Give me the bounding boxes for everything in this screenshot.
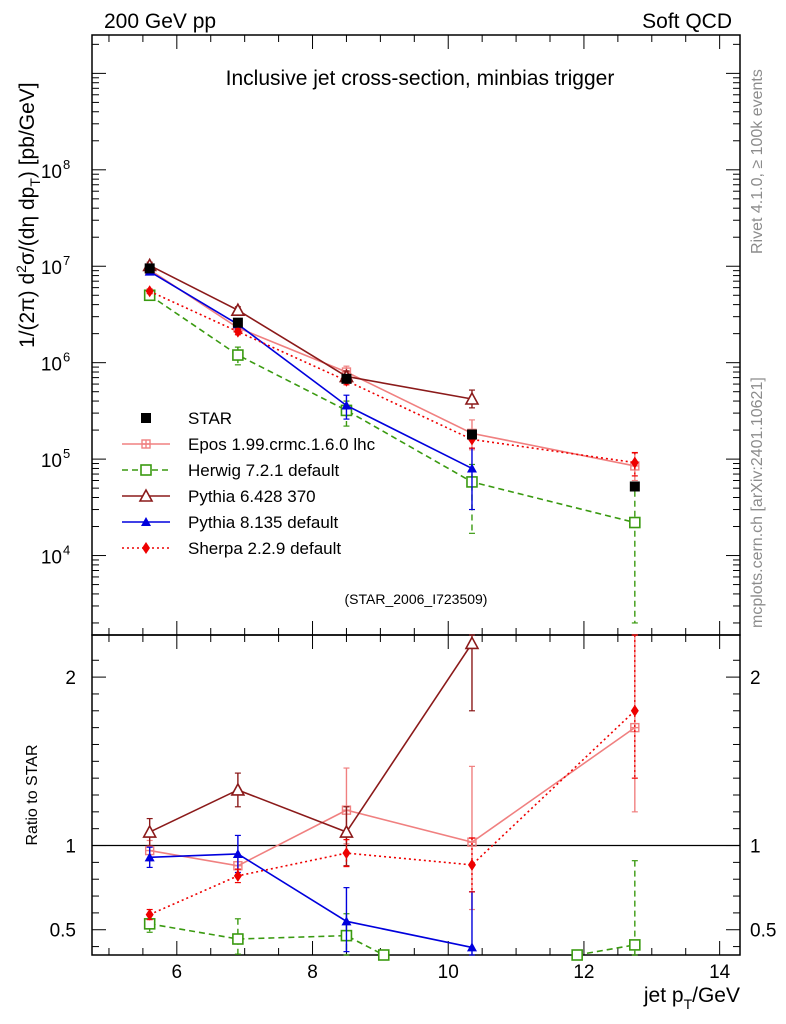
herwig-7-2-1-default-point (629, 516, 641, 529)
y-tick-exponent: 6 (63, 350, 70, 365)
pythia-8-135-default-point (466, 463, 477, 473)
ratio-pythia-6-428-370-point (464, 635, 480, 650)
legend-pythia-8-135-default-marker (141, 517, 151, 526)
ratio-sherpa-2-2-9-default-point (233, 869, 242, 882)
y-tick-label: 10 (41, 258, 62, 279)
main-y-axis-label: 1/(2π) d2σ/(dη dpT) [pb/GeV] (13, 82, 43, 348)
pythia-6-428-370-point (230, 302, 246, 317)
star-data-point (341, 373, 352, 384)
legend-pythia-6-428-370-marker (138, 488, 154, 502)
legend-star-label: STAR (188, 409, 232, 428)
ratio-plot-frame (91, 634, 741, 956)
analysis-tag: (STAR_2006_I723509) (345, 591, 488, 607)
ratio-pythia-8-135-default-point (232, 848, 243, 858)
y-tick-label: 10 (41, 162, 62, 183)
ratio-sherpa-2-2-9-default-point (342, 847, 351, 860)
star-data-point (466, 429, 477, 440)
legend-pythia-8-135-default-label: Pythia 8.135 default (188, 513, 339, 532)
ratio-pythia-8-135-default-point (341, 916, 352, 926)
y-tick-exponent: 8 (63, 157, 70, 172)
star-data-point (144, 263, 155, 274)
y-tick-label: 10 (41, 548, 62, 569)
ratio-pythia-8-135-default-point (466, 942, 477, 952)
mcplots-label: mcplots.cern.ch [arXiv:2401.10621] (749, 377, 766, 628)
sherpa-2-2-9-default-point (145, 285, 154, 298)
legend-epos-1-99-crmc-1-6-0-lhc-label: Epos 1.99.crmc.1.6.0 lhc (188, 435, 376, 454)
plot-title: Inclusive jet cross-section, minbias tri… (226, 67, 615, 90)
ratio-herwig-7-2-1-default-point (232, 933, 244, 945)
y-tick-exponent: 4 (63, 543, 70, 558)
header-right-label: Soft QCD (642, 10, 732, 33)
ratio-pythia-6-428-370-point (230, 782, 246, 796)
herwig-7-2-1-default-point (232, 349, 244, 361)
herwig-7-2-1-default-line (149, 294, 636, 524)
x-axis-label: jet pT/GeV (643, 984, 740, 1012)
ratio-sherpa-2-2-9-default-line (149, 710, 636, 916)
sherpa-2-2-9-default-point (233, 325, 242, 338)
ratio-pythia-6-428-370-line (149, 642, 473, 834)
header-left-label: 200 GeV pp (104, 10, 216, 33)
x-tick-label: 6 (172, 962, 183, 983)
ratio-y-tick-label-left: 0.5 (50, 921, 76, 942)
ratio-y-axis-label: Ratio to STAR (24, 744, 41, 845)
legend: STAR Epos 1.99.crmc.1.6.0 lhc Herwig 7.2.1… (122, 409, 376, 558)
ratio-pythia-6-428-370-point (142, 824, 158, 838)
ratio-plot-area (142, 634, 641, 961)
ratio-sherpa-2-2-9-default-point (145, 908, 154, 921)
ratio-sherpa-2-2-9-default-point (630, 704, 639, 717)
rivet-version-label: Rivet 4.1.0, ≥ 100k events (749, 69, 766, 254)
legend-sherpa-2-2-9-default-label: Sherpa 2.2.9 default (188, 539, 341, 558)
ratio-y-tick-label-right: 0.5 (750, 921, 776, 942)
x-tick-label: 10 (438, 962, 459, 983)
y-tick-label: 10 (41, 451, 62, 472)
ratio-y-tick-label-right: 2 (750, 668, 761, 689)
legend-herwig-7-2-1-default-label: Herwig 7.2.1 default (188, 461, 339, 480)
ratio-axes: 6 8 10 12 140.5 0.51 12 2 (50, 635, 776, 983)
y-tick-exponent: 5 (63, 446, 70, 461)
ratio-y-tick-label-left: 1 (65, 837, 76, 858)
pythia6-extension-point (464, 391, 480, 405)
pythia-8-135-default-line (149, 270, 473, 470)
y-tick-label: 10 (41, 355, 62, 376)
ratio-herwig-7-2-1-default-point (377, 949, 390, 961)
ratio-pythia-6-428-370-point (339, 824, 354, 838)
main-plot-area (142, 257, 641, 624)
star-data-point (629, 481, 640, 492)
pythia6-extension-line (346, 375, 473, 400)
ratio-y-tick-label-left: 2 (65, 668, 76, 689)
sherpa-2-2-9-default-point (630, 456, 639, 469)
legend-pythia-6-428-370-label: Pythia 6.428 370 (188, 487, 316, 506)
x-tick-label: 12 (573, 962, 594, 983)
ratio-herwig-7-2-1-default-tail-point (629, 939, 641, 951)
legend-herwig-7-2-1-default-marker (140, 464, 152, 476)
ratio-sherpa-2-2-9-default-point (467, 858, 476, 871)
ratio-pythia-8-135-default-point (144, 852, 155, 862)
ratio-herwig-7-2-1-default-line (149, 923, 385, 956)
y-tick-exponent: 7 (63, 253, 70, 268)
star-data-point (232, 317, 243, 328)
ratio-y-tick-label-right: 1 (750, 837, 761, 858)
x-tick-label: 8 (307, 962, 318, 983)
ratio-pythia-8-135-default-line (149, 853, 473, 949)
legend-sherpa-2-2-9-default-marker (142, 542, 150, 554)
ratio-herwig-7-2-1-default-tail-line (577, 944, 635, 956)
pythia-8-135-default-point (341, 400, 352, 410)
x-tick-label: 14 (709, 962, 731, 983)
ratio-herwig-7-2-1-default-tail-point (571, 949, 583, 961)
legend-star-marker (141, 413, 151, 423)
